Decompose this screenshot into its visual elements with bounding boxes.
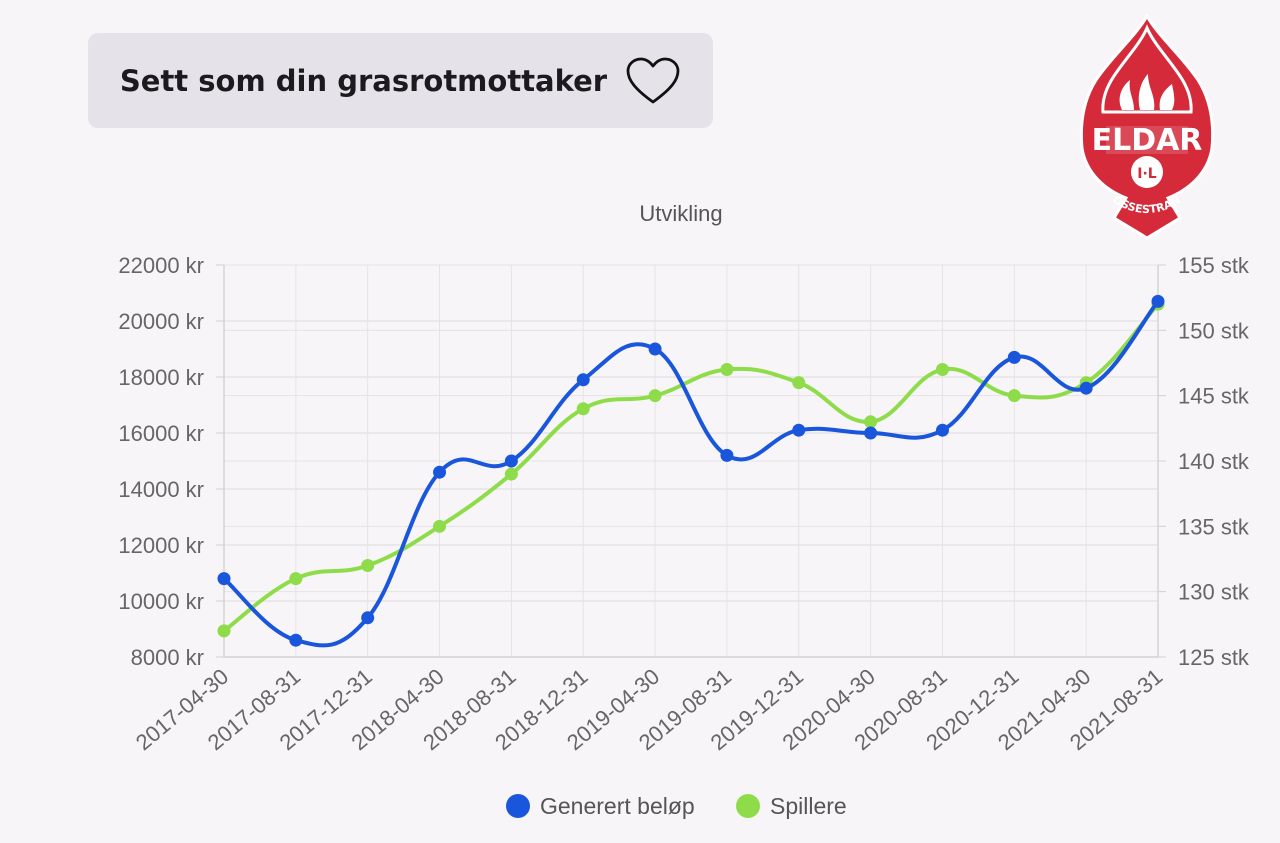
data-point-spillere[interactable] <box>576 402 590 416</box>
data-point-generert-belop[interactable] <box>289 633 303 647</box>
data-point-generert-belop[interactable] <box>792 423 806 437</box>
legend-item-spillere[interactable]: Spillere <box>736 793 847 819</box>
data-point-spillere[interactable] <box>361 559 375 573</box>
right-tick-label: 125 stk <box>1178 645 1250 670</box>
chart-legend: Generert beløp Spillere <box>506 793 847 819</box>
data-point-generert-belop[interactable] <box>648 342 662 356</box>
legend-label: Spillere <box>770 793 847 819</box>
grasrot-button[interactable]: Sett som din grasrotmottaker <box>88 33 713 128</box>
data-point-spillere[interactable] <box>433 519 447 533</box>
data-point-generert-belop[interactable] <box>935 423 949 437</box>
right-axis-ticks: 125 stk 130 stk 135 stk 140 stk 145 stk 150 s… <box>1158 253 1250 670</box>
data-point-spillere[interactable] <box>648 389 662 403</box>
chart-series <box>217 294 1165 648</box>
data-point-generert-belop[interactable] <box>576 373 590 387</box>
left-tick-label: 18000 kr <box>118 365 204 390</box>
right-tick-label: 155 stk <box>1178 253 1250 278</box>
heart-outline-icon <box>626 57 680 103</box>
grasrot-button-label: Sett som din grasrotmottaker <box>119 63 608 98</box>
data-point-generert-belop[interactable] <box>720 448 734 462</box>
data-point-generert-belop[interactable] <box>217 572 231 586</box>
right-tick-label: 145 stk <box>1178 384 1250 409</box>
data-point-generert-belop[interactable] <box>361 611 375 625</box>
left-tick-label: 20000 kr <box>118 309 204 334</box>
right-tick-label: 135 stk <box>1178 514 1250 539</box>
left-tick-label: 16000 kr <box>118 421 204 446</box>
right-tick-label: 130 stk <box>1178 580 1250 605</box>
left-tick-label: 22000 kr <box>118 253 204 278</box>
left-tick-label: 12000 kr <box>118 533 204 558</box>
right-tick-label: 150 stk <box>1178 318 1250 343</box>
data-point-spillere[interactable] <box>1007 389 1021 403</box>
left-tick-label: 10000 kr <box>118 589 204 614</box>
left-tick-label: 8000 kr <box>131 645 204 670</box>
logo-sub-text: I·L <box>1137 166 1157 182</box>
data-point-spillere[interactable] <box>792 376 806 390</box>
logo-name-text: ELDAR <box>1092 123 1203 158</box>
data-point-spillere[interactable] <box>504 467 518 481</box>
data-point-generert-belop[interactable] <box>504 454 518 468</box>
right-tick-label: 140 stk <box>1178 449 1250 474</box>
left-tick-label: 14000 kr <box>118 477 204 502</box>
data-point-generert-belop[interactable] <box>1007 350 1021 364</box>
data-point-spillere[interactable] <box>935 363 949 377</box>
data-point-generert-belop[interactable] <box>864 426 878 440</box>
legend-label: Generert beløp <box>540 793 695 819</box>
data-point-spillere[interactable] <box>217 624 231 638</box>
data-point-spillere[interactable] <box>289 572 303 586</box>
data-point-spillere[interactable] <box>720 363 734 377</box>
club-logo: ELDAR I·L VOSSESTRAND <box>1076 14 1215 240</box>
x-axis-ticks: 2017-04-302017-08-312017-12-312018-04-30… <box>131 664 1167 755</box>
data-point-spillere[interactable] <box>864 415 878 429</box>
legend-swatch <box>506 794 530 818</box>
data-point-generert-belop[interactable] <box>433 465 447 479</box>
legend-item-generert-belop[interactable]: Generert beløp <box>506 793 695 819</box>
chart-title: Utvikling <box>639 201 722 226</box>
data-point-generert-belop[interactable] <box>1151 294 1165 308</box>
legend-swatch <box>736 794 760 818</box>
left-axis-ticks: 8000 kr 10000 kr 12000 kr 14000 kr 16000 kr 1… <box>118 253 224 670</box>
chart-grid <box>223 264 1159 658</box>
data-point-generert-belop[interactable] <box>1079 381 1093 395</box>
